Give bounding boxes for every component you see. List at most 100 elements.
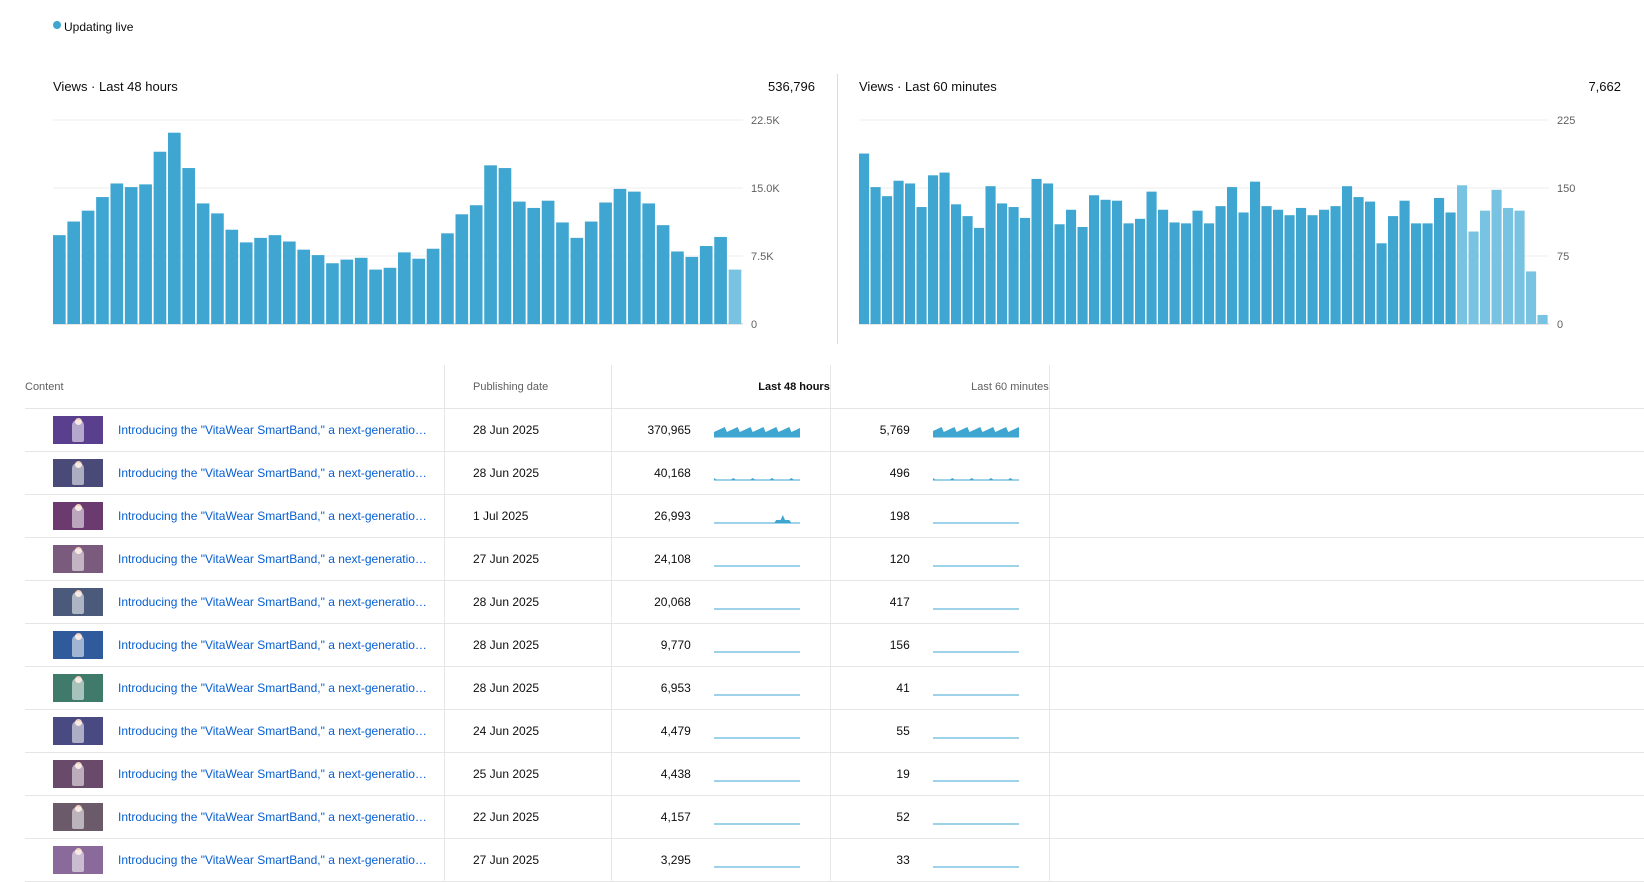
- publishing-date: 28 Jun 2025: [444, 623, 612, 667]
- video-title-link[interactable]: Introducing the "VitaWear SmartBand," a …: [118, 810, 433, 824]
- table-row[interactable]: Introducing the "VitaWear SmartBand," a …: [25, 451, 1644, 495]
- sparkline-60-minutes: [932, 522, 1019, 524]
- bar: [153, 151, 167, 324]
- bar: [1158, 209, 1169, 324]
- sparkline-area: [932, 427, 1019, 437]
- bar: [1388, 216, 1399, 324]
- thumbnail-figure: [72, 635, 84, 657]
- column-header-last-60-minutes[interactable]: Last 60 minutes: [830, 365, 1050, 409]
- row-spacer: [1049, 580, 1644, 624]
- publishing-date: 27 Jun 2025: [444, 838, 612, 882]
- bar: [383, 267, 397, 324]
- sparkline-60-minutes: [932, 651, 1019, 653]
- sparkline-area: [713, 427, 800, 437]
- y-tick-label: 7.5K: [751, 251, 774, 263]
- sparkline-48-hours: [713, 694, 800, 696]
- video-thumbnail[interactable]: [53, 588, 103, 616]
- bar: [1296, 207, 1307, 324]
- sparkline-48-hours: [713, 651, 800, 653]
- bar: [728, 269, 742, 324]
- bar: [1319, 209, 1330, 324]
- table-row[interactable]: Introducing the "VitaWear SmartBand," a …: [25, 838, 1644, 882]
- table-row[interactable]: Introducing the "VitaWear SmartBand," a …: [25, 795, 1644, 839]
- sparkline-60-minutes: [932, 565, 1019, 567]
- row-spacer: [1049, 795, 1644, 839]
- video-title-link[interactable]: Introducing the "VitaWear SmartBand," a …: [118, 724, 433, 738]
- bar: [340, 259, 354, 324]
- bar: [584, 221, 598, 324]
- views-last-60-minutes-cell: 33: [830, 838, 1050, 882]
- y-tick-label: 0: [751, 319, 757, 331]
- video-title-link[interactable]: Introducing the "VitaWear SmartBand," a …: [118, 552, 433, 566]
- bar: [1043, 183, 1054, 324]
- bar: [354, 257, 368, 324]
- table-row[interactable]: Introducing the "VitaWear SmartBand," a …: [25, 537, 1644, 581]
- row-spacer: [1049, 838, 1644, 882]
- video-thumbnail[interactable]: [53, 803, 103, 831]
- bar: [628, 191, 641, 324]
- video-thumbnail[interactable]: [53, 545, 103, 573]
- views-last-48-hours-cell: 4,438: [611, 752, 831, 796]
- sparkline-60-minutes: [932, 780, 1019, 782]
- table-row[interactable]: Introducing the "VitaWear SmartBand," a …: [25, 709, 1644, 753]
- video-title-link[interactable]: Introducing the "VitaWear SmartBand," a …: [118, 509, 433, 523]
- sparkline-48-hours: [713, 866, 800, 868]
- bar: [939, 172, 950, 324]
- thumbnail-figure: [72, 549, 84, 571]
- bar: [1238, 212, 1249, 324]
- content-cell: Introducing the "VitaWear SmartBand," a …: [25, 580, 445, 624]
- video-thumbnail[interactable]: [53, 502, 103, 530]
- thumbnail-figure: [72, 592, 84, 614]
- bar: [1376, 243, 1387, 324]
- video-title-link[interactable]: Introducing the "VitaWear SmartBand," a …: [118, 466, 433, 480]
- views-last-48-hours-cell: 4,157: [611, 795, 831, 839]
- video-title-link[interactable]: Introducing the "VitaWear SmartBand," a …: [118, 767, 433, 781]
- video-thumbnail[interactable]: [53, 846, 103, 874]
- table-row[interactable]: Introducing the "VitaWear SmartBand," a …: [25, 494, 1644, 538]
- chart-title: Views · Last 60 minutes: [859, 79, 997, 94]
- views-last-60-minutes-cell: 198: [830, 494, 1050, 538]
- sparkline-60-minutes: [932, 694, 1019, 696]
- video-thumbnail[interactable]: [53, 416, 103, 444]
- column-header-last-48-hours[interactable]: Last 48 hours: [611, 365, 831, 409]
- row-spacer: [1049, 752, 1644, 796]
- table-row[interactable]: Introducing the "VitaWear SmartBand," a …: [25, 752, 1644, 796]
- video-title-link[interactable]: Introducing the "VitaWear SmartBand," a …: [118, 853, 433, 867]
- bar: [369, 269, 382, 324]
- content-cell: Introducing the "VitaWear SmartBand," a …: [25, 709, 445, 753]
- video-thumbnail[interactable]: [53, 760, 103, 788]
- bar: [1365, 201, 1376, 324]
- views-last-60-minutes-cell: 5,769: [830, 408, 1050, 452]
- bar: [916, 207, 927, 324]
- video-thumbnail[interactable]: [53, 717, 103, 745]
- views-last-48-hours: 24,108: [654, 552, 691, 566]
- views-last-48-hours-cell: 26,993: [611, 494, 831, 538]
- video-thumbnail[interactable]: [53, 631, 103, 659]
- sparkline-48-hours: [713, 515, 800, 524]
- sparkline-48-hours: [713, 478, 800, 481]
- video-title-link[interactable]: Introducing the "VitaWear SmartBand," a …: [118, 638, 433, 652]
- bar: [1284, 215, 1295, 324]
- video-thumbnail[interactable]: [53, 459, 103, 487]
- bar: [513, 201, 526, 324]
- row-spacer: [1049, 537, 1644, 581]
- column-header-content[interactable]: Content: [25, 365, 445, 409]
- y-tick-label: 0: [1557, 319, 1563, 331]
- content-cell: Introducing the "VitaWear SmartBand," a …: [25, 408, 445, 452]
- table-row[interactable]: Introducing the "VitaWear SmartBand," a …: [25, 623, 1644, 667]
- table-row[interactable]: Introducing the "VitaWear SmartBand," a …: [25, 580, 1644, 624]
- video-title-link[interactable]: Introducing the "VitaWear SmartBand," a …: [118, 423, 433, 437]
- video-title-link[interactable]: Introducing the "VitaWear SmartBand," a …: [118, 681, 433, 695]
- video-thumbnail[interactable]: [53, 674, 103, 702]
- video-title-link[interactable]: Introducing the "VitaWear SmartBand," a …: [118, 595, 433, 609]
- views-last-60-minutes: 496: [889, 466, 910, 480]
- bar: [859, 153, 870, 324]
- publishing-date: 22 Jun 2025: [444, 795, 612, 839]
- chart-title: Views · Last 48 hours: [53, 79, 178, 94]
- content-cell: Introducing the "VitaWear SmartBand," a …: [25, 494, 445, 538]
- table-row[interactable]: Introducing the "VitaWear SmartBand," a …: [25, 408, 1644, 452]
- table-row[interactable]: Introducing the "VitaWear SmartBand," a …: [25, 666, 1644, 710]
- column-header-publishing-date[interactable]: Publishing date: [444, 365, 612, 409]
- bar: [1514, 210, 1525, 324]
- thumbnail-figure: [72, 678, 84, 700]
